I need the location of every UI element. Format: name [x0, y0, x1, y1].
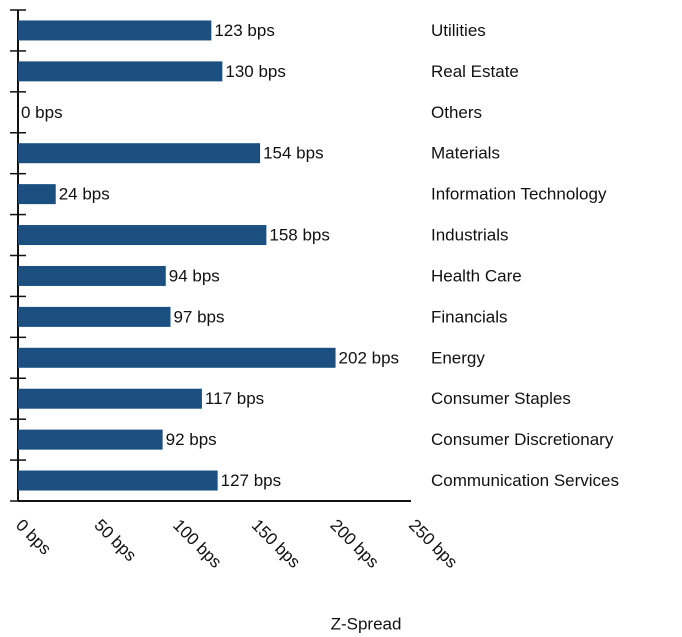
value-label: 158 bps — [269, 226, 330, 245]
value-label: 154 bps — [263, 144, 324, 163]
bar — [18, 429, 163, 450]
x-axis-label: Z-Spread — [331, 614, 402, 633]
category-label: Industrials — [431, 226, 508, 245]
bar — [18, 61, 223, 82]
x-tick-label: 150 bps — [248, 516, 304, 572]
value-label: 94 bps — [169, 266, 220, 285]
bar — [18, 143, 261, 164]
bar — [18, 306, 171, 327]
value-label: 24 bps — [59, 185, 110, 204]
x-tick-label: 50 bps — [91, 516, 141, 566]
value-label: 117 bps — [205, 389, 264, 408]
value-label: 130 bps — [225, 62, 285, 81]
value-label: 92 bps — [166, 430, 217, 449]
bar — [18, 347, 336, 368]
bar — [18, 20, 212, 41]
category-label: Utilities — [431, 21, 486, 40]
category-label: Materials — [431, 144, 500, 163]
x-tick-label: 100 bps — [169, 516, 225, 572]
x-tick-label: 0 bps — [12, 516, 55, 559]
value-label: 202 bps — [339, 348, 400, 367]
bar — [18, 184, 56, 205]
category-label: Communication Services — [431, 471, 619, 490]
value-label: 123 bps — [214, 21, 275, 40]
category-label: Energy — [431, 348, 485, 367]
bar — [18, 470, 218, 491]
category-label: Health Care — [431, 266, 522, 285]
value-label: 0 bps — [21, 103, 63, 122]
category-label: Real Estate — [431, 62, 519, 81]
x-tick-label: 200 bps — [326, 516, 382, 572]
value-label: 97 bps — [173, 307, 224, 326]
category-label: Information Technology — [431, 185, 607, 204]
x-tick-label: 250 bps — [405, 516, 461, 572]
value-label: 127 bps — [221, 471, 281, 490]
bar — [18, 265, 166, 286]
category-label: Consumer Discretionary — [431, 430, 614, 449]
bar — [18, 388, 202, 409]
category-label: Financials — [431, 307, 508, 326]
category-label: Consumer Staples — [431, 389, 571, 408]
bar — [18, 225, 267, 246]
category-label: Others — [431, 103, 482, 122]
